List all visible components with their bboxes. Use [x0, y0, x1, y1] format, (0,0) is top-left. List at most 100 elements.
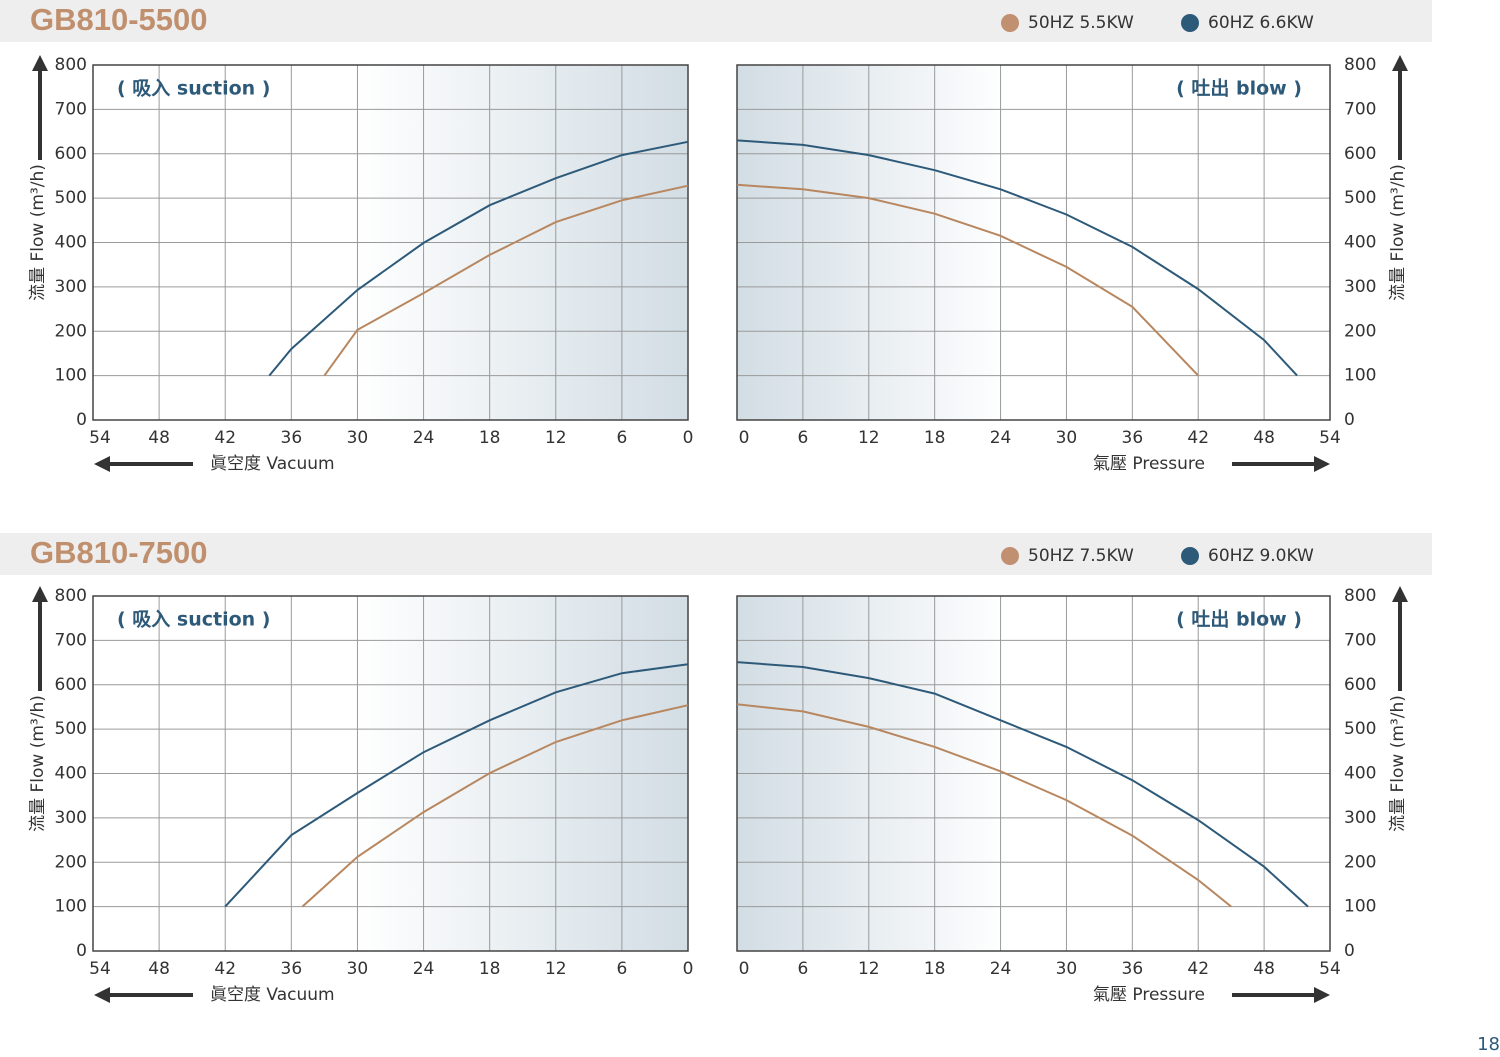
x-tick-label: 54 [1319, 428, 1341, 448]
x-tick-label: 36 [1122, 959, 1144, 979]
y-tick-label: 800 [1344, 55, 1376, 75]
curve [301, 704, 689, 908]
y-tick-label: 300 [1344, 277, 1376, 297]
legend-label: 60HZ 6.6KW [1208, 13, 1314, 33]
curve [736, 183, 1199, 377]
legend-label: 60HZ 9.0KW [1208, 546, 1314, 566]
section-title: GB810-5500 [30, 2, 208, 37]
y-tick-label: 700 [55, 99, 87, 119]
x-tick-label: 24 [413, 428, 435, 448]
y-tick-label: 400 [55, 764, 87, 784]
x-tick-label: 54 [89, 428, 111, 448]
x-tick-label: 48 [148, 428, 170, 448]
y-tick-label: 400 [55, 233, 87, 253]
y-tick-label: 400 [1344, 764, 1376, 784]
y-tick-label: 500 [55, 719, 87, 739]
x-axis-label: 氣壓 Pressure [1093, 454, 1205, 474]
curve [224, 663, 689, 908]
y-tick-label: 500 [55, 188, 87, 208]
y-tick-label: 400 [1344, 233, 1376, 253]
x-tick-label: 18 [479, 959, 501, 979]
x-tick-label: 36 [281, 428, 303, 448]
plot-frame [92, 595, 689, 952]
y-tick-label: 300 [1344, 808, 1376, 828]
x-tick-label: 24 [990, 959, 1012, 979]
y-tick-label: 500 [1344, 188, 1376, 208]
x-tick-label: 30 [1056, 428, 1078, 448]
y-tick-label: 200 [1344, 852, 1376, 872]
y-tick-label: 800 [55, 586, 87, 606]
x-tick-label: 18 [924, 959, 946, 979]
x-tick-label: 6 [616, 959, 627, 979]
y-tick-label: 0 [1344, 941, 1355, 961]
plot-frame [736, 595, 1331, 952]
y-tick-label: 600 [55, 675, 87, 695]
curve [736, 139, 1298, 377]
x-axis-label: 眞空度 Vacuum [210, 985, 335, 1005]
x-tick-label: 24 [413, 959, 435, 979]
x-tick-label: 42 [1187, 959, 1209, 979]
y-tick-label: 600 [55, 144, 87, 164]
page-number: 18 [1477, 1034, 1500, 1053]
y-axis-label: 流量 Flow (m³/h) [1388, 695, 1408, 832]
annotation: ( 吐出 blow ) [1176, 77, 1302, 100]
x-tick-label: 6 [797, 959, 808, 979]
curve [323, 184, 689, 377]
y-tick-label: 800 [1344, 586, 1376, 606]
y-tick-label: 500 [1344, 719, 1376, 739]
y-tick-label: 0 [1344, 410, 1355, 430]
legend-label: 50HZ 5.5KW [1028, 13, 1134, 33]
y-axis-label: 流量 Flow (m³/h) [28, 164, 48, 301]
y-tick-label: 700 [1344, 99, 1376, 119]
curve [736, 703, 1232, 908]
y-tick-label: 200 [1344, 321, 1376, 341]
y-tick-label: 800 [55, 55, 87, 75]
x-tick-label: 54 [1319, 959, 1341, 979]
plot-frame [92, 64, 689, 421]
x-tick-label: 42 [1187, 428, 1209, 448]
x-tick-label: 0 [739, 428, 750, 448]
x-tick-label: 48 [1253, 428, 1275, 448]
y-tick-label: 200 [55, 852, 87, 872]
x-tick-label: 0 [739, 959, 750, 979]
x-axis-label: 眞空度 Vacuum [210, 454, 335, 474]
y-tick-label: 100 [1344, 366, 1376, 386]
y-tick-label: 300 [55, 277, 87, 297]
y-tick-label: 600 [1344, 675, 1376, 695]
curve [736, 661, 1309, 908]
section-title: GB810-7500 [30, 535, 208, 570]
curve [268, 140, 689, 377]
legend-marker [1001, 547, 1019, 565]
annotation: ( 吸入 suction ) [117, 609, 271, 631]
x-tick-label: 12 [858, 959, 880, 979]
legend-marker [1181, 547, 1199, 565]
x-tick-label: 30 [347, 428, 369, 448]
y-tick-label: 0 [76, 410, 87, 430]
y-tick-label: 700 [1344, 630, 1376, 650]
legend-label: 50HZ 7.5KW [1028, 546, 1134, 566]
annotation: ( 吸入 suction ) [117, 78, 271, 100]
x-tick-label: 0 [683, 428, 694, 448]
y-tick-label: 600 [1344, 144, 1376, 164]
x-tick-label: 6 [616, 428, 627, 448]
plot-frame [736, 64, 1331, 421]
y-tick-label: 700 [55, 630, 87, 650]
x-tick-label: 48 [1253, 959, 1275, 979]
x-tick-label: 24 [990, 428, 1012, 448]
x-tick-label: 36 [1122, 428, 1144, 448]
y-tick-label: 300 [55, 808, 87, 828]
y-tick-label: 100 [55, 366, 87, 386]
x-tick-label: 30 [347, 959, 369, 979]
y-axis-label: 流量 Flow (m³/h) [1388, 164, 1408, 301]
x-tick-label: 36 [281, 959, 303, 979]
x-tick-label: 54 [89, 959, 111, 979]
legend-marker [1181, 14, 1199, 32]
y-axis-label: 流量 Flow (m³/h) [28, 695, 48, 832]
y-tick-label: 100 [55, 897, 87, 917]
x-tick-label: 12 [858, 428, 880, 448]
x-tick-label: 6 [797, 428, 808, 448]
y-tick-label: 0 [76, 941, 87, 961]
annotation: ( 吐出 blow ) [1176, 608, 1302, 631]
x-tick-label: 42 [214, 428, 236, 448]
